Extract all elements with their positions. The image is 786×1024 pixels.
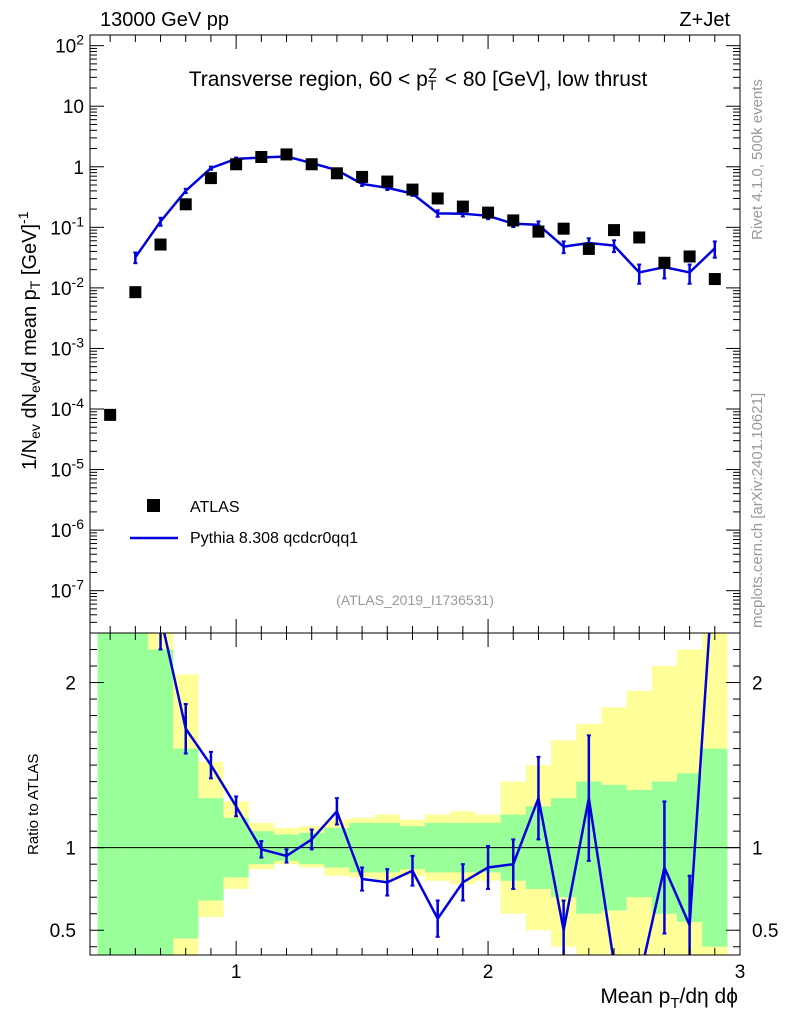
ratio-band-inner	[122, 633, 148, 955]
atlas-point	[633, 231, 646, 244]
main-frame	[89, 34, 741, 634]
chart-title: Transverse region, 60 < pTZ < 80 [GeV], …	[189, 65, 648, 94]
main-axis-ticks: 102 10 1 10-1 10-2 10-3 10-4 10-5 10-6 10-7	[50, 32, 741, 634]
x-tick-label: 1	[231, 962, 242, 983]
ratio-band-inner	[626, 789, 652, 898]
ratio-y-tick-label: 0.5	[50, 921, 76, 942]
atlas-point	[532, 225, 545, 238]
atlas-point	[507, 214, 520, 227]
collision-label: 13000 GeV pp	[100, 9, 229, 31]
rivet-version-label: Rivet 4.1.0, 500k events	[749, 79, 766, 240]
atlas-point	[104, 408, 117, 421]
atlas-point	[456, 200, 469, 213]
y-tick-label: 10-5	[50, 456, 84, 482]
ratio-y-tick-label-right: 2	[752, 674, 763, 695]
legend-atlas-label: ATLAS	[190, 499, 240, 516]
pythia-line	[134, 155, 716, 274]
atlas-point	[608, 224, 621, 237]
ratio-band-inner	[147, 649, 174, 955]
atlas-point	[230, 158, 243, 171]
ratio-y-tick-label: 2	[65, 674, 76, 695]
ratio-y-tick-label-right: 1	[752, 839, 763, 860]
atlas-point	[179, 198, 192, 211]
y-axis-label-main: 1/Nev dNev/d mean pT [GeV]-1	[15, 211, 44, 470]
ratio-panel: 2 2 1 1 0.5 0.5 1 2 3 Ratio to ATLAS	[25, 632, 778, 983]
ratio-frame	[89, 632, 741, 956]
ratio-y-tick-label: 1	[65, 839, 76, 860]
atlas-point	[356, 170, 369, 183]
ratio-y-tick-label-right: 0.5	[752, 921, 778, 942]
x-tick-label: 3	[735, 962, 746, 983]
legend-pythia-label: Pythia 8.308 qcdcr0qq1	[190, 530, 358, 547]
y-tick-label: 102	[55, 32, 84, 58]
analysis-label: (ATLAS_2019_I1736531)	[336, 592, 494, 608]
y-tick-label: 10-1	[50, 214, 84, 240]
main-panel: 102 10 1 10-1 10-2 10-3 10-4 10-5 10-6 10-7 Trans…	[15, 32, 741, 634]
y-tick-label: 10-4	[50, 395, 84, 421]
atlas-point	[129, 286, 142, 299]
y-tick-label: 10-7	[50, 577, 84, 603]
y-axis-label-ratio: Ratio to ATLAS	[25, 754, 42, 855]
atlas-point	[557, 222, 570, 235]
legend-atlas-marker	[147, 499, 160, 512]
atlas-point	[154, 238, 167, 251]
atlas-point	[431, 192, 444, 205]
atlas-point	[305, 158, 318, 171]
atlas-point	[708, 273, 721, 286]
mcplots-reference-label: mcplots.cern.ch [arXiv:2401.10621]	[749, 393, 766, 628]
ratio-clipped-group	[158, 633, 711, 955]
ratio-axis-ticks: 2 2 1 1 0.5 0.5 1 2 3	[50, 632, 778, 983]
atlas-point	[482, 206, 495, 219]
atlas-point	[406, 183, 419, 196]
ratio-band-inner	[198, 798, 224, 901]
y-tick-label: 10-6	[50, 516, 84, 542]
ratio-band-inner	[173, 748, 199, 939]
x-axis-label: Mean pT/dη dϕ	[600, 985, 738, 1012]
atlas-point	[658, 256, 671, 269]
ratio-band-inner	[97, 633, 123, 955]
atlas-point	[582, 242, 595, 255]
pythia-series	[133, 154, 717, 285]
y-tick-label: 10-3	[50, 335, 84, 361]
ratio-pythia-series	[158, 633, 711, 955]
y-tick-label: 10-2	[50, 274, 84, 300]
y-tick-label: 1	[73, 158, 84, 179]
atlas-point	[381, 175, 394, 188]
x-tick-label: 2	[483, 962, 494, 983]
ratio-uncertainty-bands	[97, 633, 728, 955]
atlas-point	[330, 167, 343, 180]
atlas-series	[104, 148, 721, 421]
legend: ATLAS Pythia 8.308 qcdcr0qq1	[130, 499, 358, 547]
y-tick-label: 10	[63, 97, 84, 118]
atlas-point	[204, 172, 217, 185]
atlas-point	[683, 250, 696, 263]
atlas-point	[280, 148, 293, 161]
process-label: Z+Jet	[679, 9, 730, 31]
atlas-point	[255, 151, 268, 164]
